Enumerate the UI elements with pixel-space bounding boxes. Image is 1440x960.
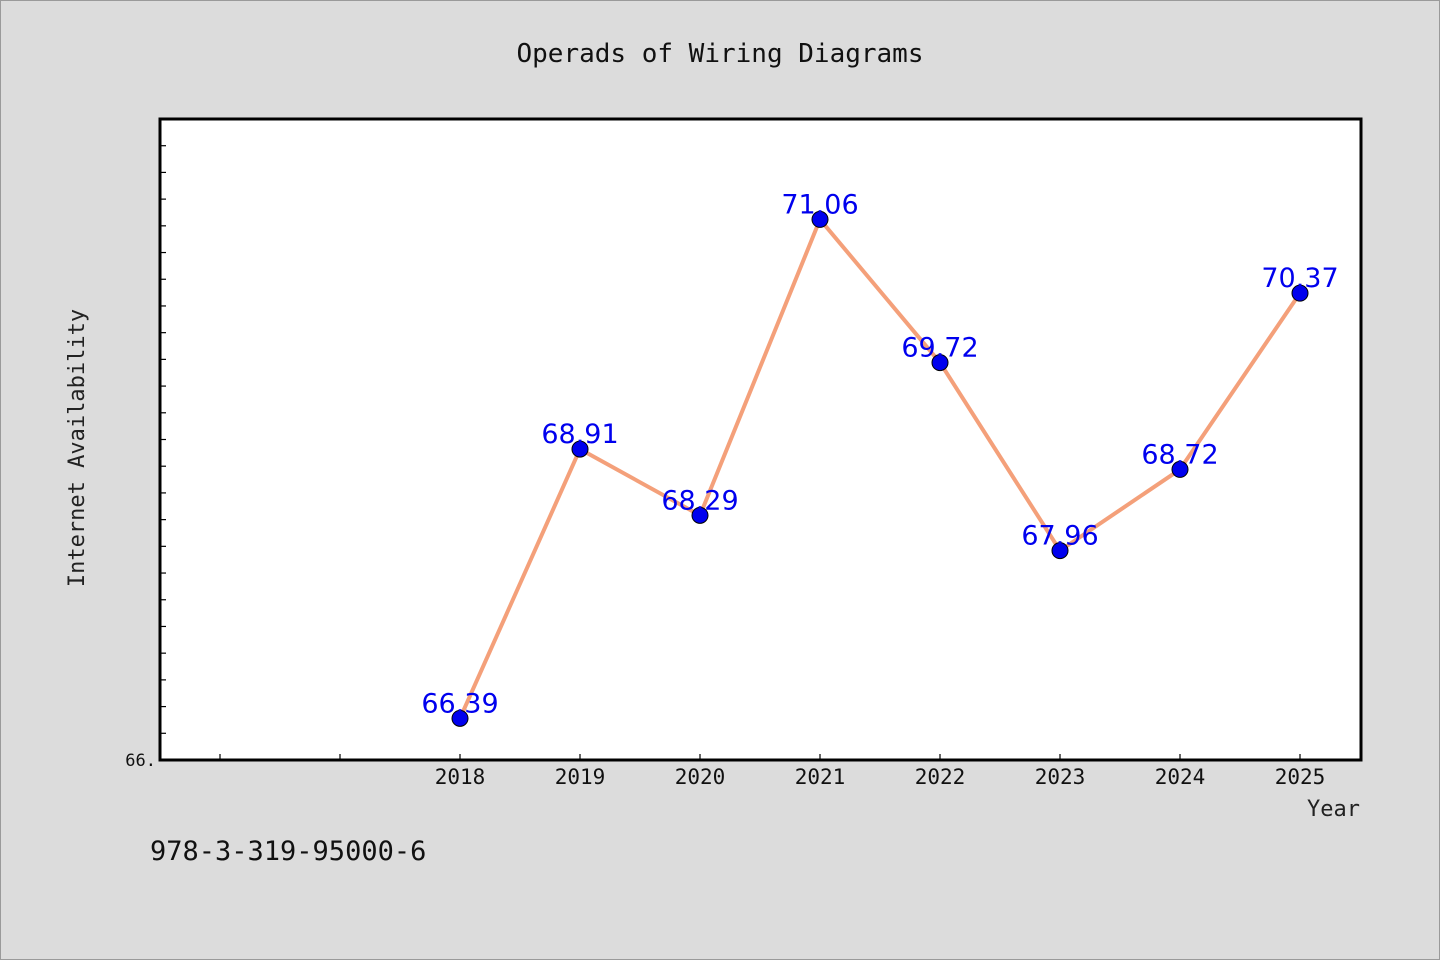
data-label-2022: 69.72 <box>901 333 978 364</box>
isbn-caption: 978-3-319-95000-6 <box>150 836 427 867</box>
data-label-2019: 68.91 <box>541 419 618 450</box>
y-axis-ticks: 66. <box>125 118 166 771</box>
data-point-2024 <box>1171 460 1189 478</box>
data-label-2024: 68.72 <box>1141 439 1218 470</box>
data-label-2021: 71.06 <box>781 189 858 220</box>
data-point-2018 <box>451 709 469 727</box>
y-tick-label-0: 66. <box>125 751 156 771</box>
chart-title: Operads of Wiring Diagrams <box>517 39 924 69</box>
series-1: 66.39 68.91 68.29 71.06 69.72 67.96 68.72 70.37 <box>421 189 1339 727</box>
data-point-2020 <box>691 506 709 524</box>
x-tick-label-2019: 2019 <box>555 765 606 789</box>
x-tick-label-2021: 2021 <box>795 765 846 789</box>
data-label-2025: 70.37 <box>1261 263 1338 294</box>
x-axis-label: Year <box>1307 797 1360 822</box>
data-point-2025 <box>1291 284 1309 302</box>
data-point-2021 <box>811 210 829 228</box>
x-tick-label-2025: 2025 <box>1275 765 1326 789</box>
x-tick-label-2024: 2024 <box>1155 765 1206 789</box>
x-tick-label-2023: 2023 <box>1035 765 1086 789</box>
x-axis-ticks: 2018 2019 2020 2021 2022 2023 2024 2025 <box>219 754 1326 789</box>
series-line <box>458 217 1302 720</box>
data-label-2018: 66.39 <box>421 688 498 719</box>
data-point-2019 <box>571 440 589 458</box>
data-label-2020: 68.29 <box>661 485 738 516</box>
x-tick-label-2018: 2018 <box>435 765 486 789</box>
data-point-2023 <box>1051 542 1069 560</box>
data-label-2023: 67.96 <box>1021 521 1098 552</box>
plot-area <box>158 117 1363 762</box>
x-tick-label-2020: 2020 <box>675 765 726 789</box>
x-tick-label-2022: 2022 <box>915 765 966 789</box>
y-axis-label: Internet Availability <box>65 309 90 587</box>
data-point-2022 <box>931 354 949 372</box>
